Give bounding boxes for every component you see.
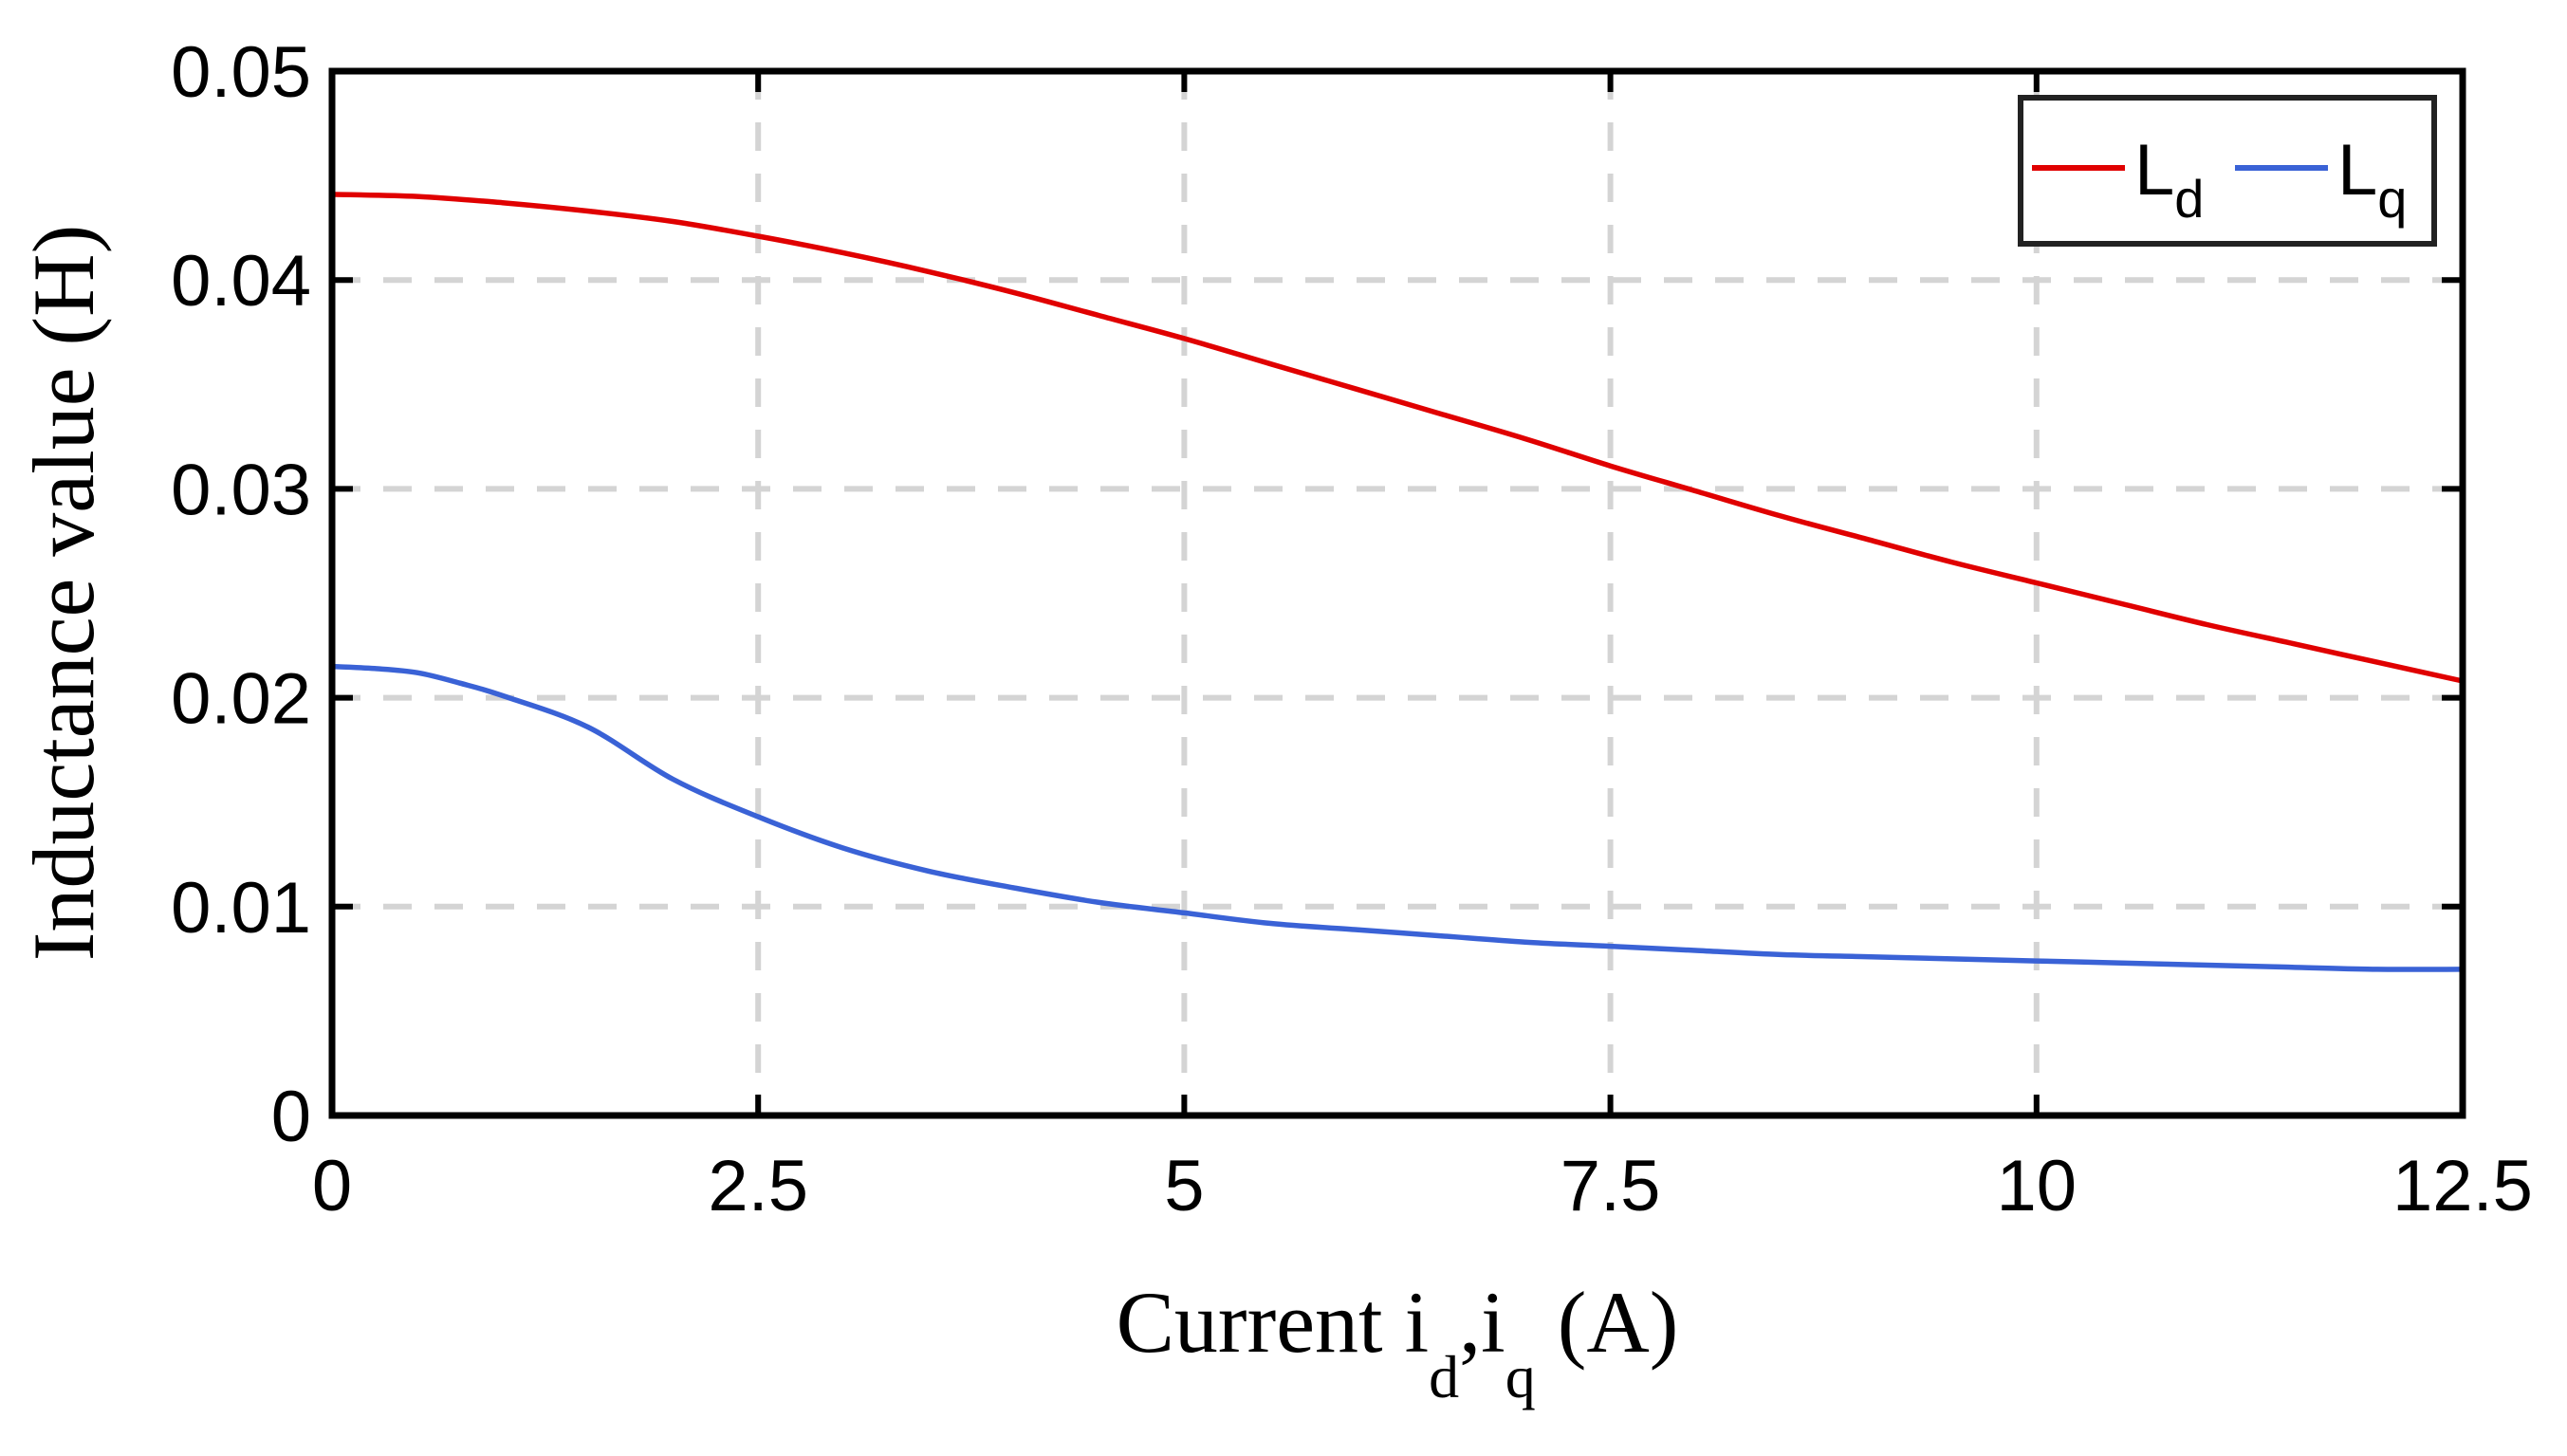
legend-label-ld: Ld xyxy=(2134,130,2204,229)
legend-label-lq-main: L xyxy=(2337,130,2377,211)
x-axis-title-main: Current i xyxy=(1117,1274,1430,1371)
legend-label-ld-sub: d xyxy=(2174,169,2204,229)
legend-label-ld-main: L xyxy=(2134,130,2174,211)
plot-frame xyxy=(328,67,2466,1119)
tick-marks xyxy=(329,68,2465,1118)
y-tick-label-3: 0.03 xyxy=(171,450,311,530)
x-axis-title-sub-q: q xyxy=(1505,1343,1536,1410)
y-tick-label-0: 0 xyxy=(271,1077,311,1157)
x-axis-title: Current id,iq (A) xyxy=(1117,1274,1679,1410)
x-tick-label-3: 7.5 xyxy=(1561,1146,1661,1226)
series-line-ld xyxy=(329,192,2465,684)
x-tick-label-4: 10 xyxy=(1997,1146,2078,1226)
y-axis-title: Inductance value (H) xyxy=(15,225,112,961)
legend-label-lq: Lq xyxy=(2337,130,2407,229)
series-line-lq xyxy=(329,663,2465,972)
x-axis-title-sep: ,i xyxy=(1459,1274,1505,1371)
y-tick-label-1: 0.01 xyxy=(171,868,311,949)
x-tick-label-1: 2.5 xyxy=(708,1146,808,1226)
x-axis-title-tail: (A) xyxy=(1536,1274,1679,1371)
x-tick-label-2: 5 xyxy=(1164,1146,1204,1226)
tick-labels: 0 2.5 5 7.5 10 12.5 0 0.01 0.02 0.03 0.04 0.05 xyxy=(171,32,2533,1226)
x-tick-label-0: 0 xyxy=(312,1146,352,1226)
y-tick-label-2: 0.02 xyxy=(171,659,311,740)
x-tick-label-5: 12.5 xyxy=(2392,1146,2533,1226)
x-axis-title-sub-d: d xyxy=(1429,1343,1459,1410)
legend: Ld Lq xyxy=(2018,95,2437,247)
y-tick-label-5: 0.05 xyxy=(171,32,311,113)
y-tick-label-4: 0.04 xyxy=(171,241,311,322)
legend-label-lq-sub: q xyxy=(2377,169,2407,229)
series-layer xyxy=(329,192,2465,972)
